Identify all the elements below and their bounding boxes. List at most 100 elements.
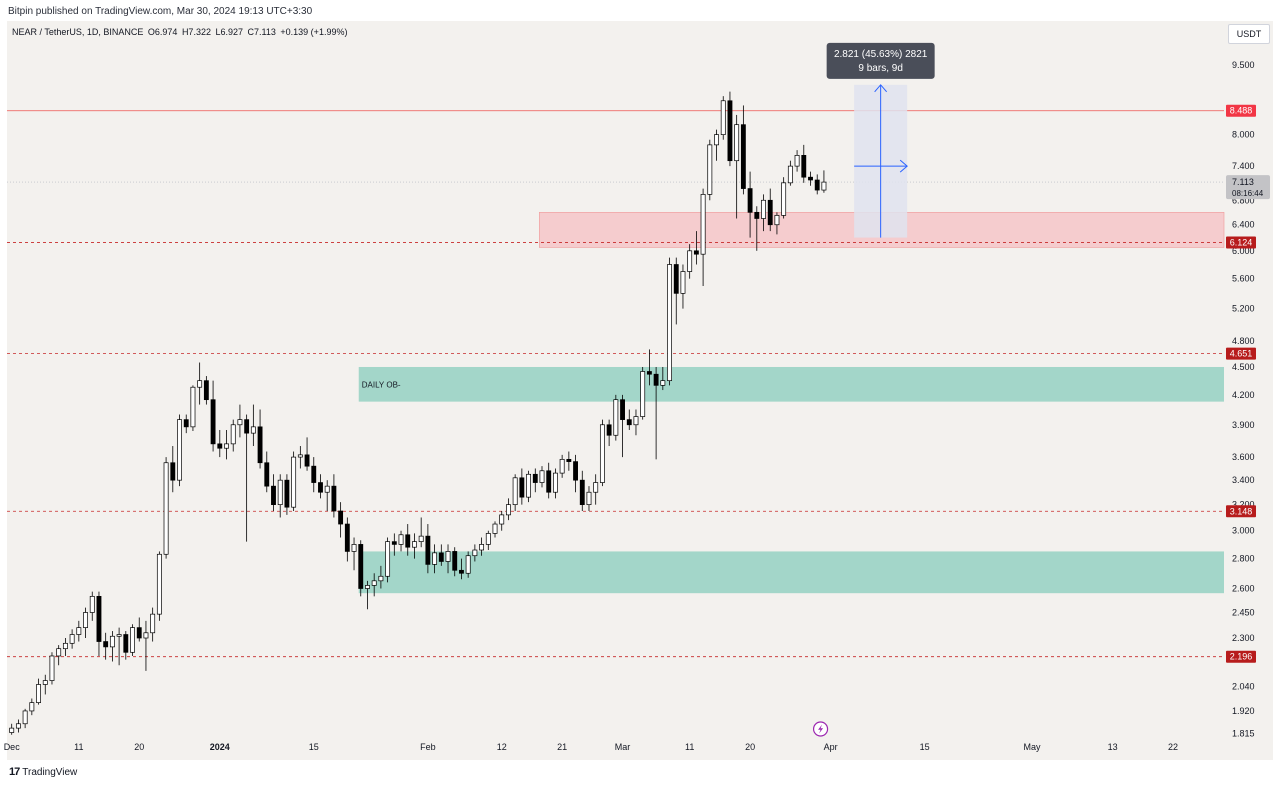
candle[interactable] [821, 170, 827, 193]
candle[interactable] [761, 194, 766, 232]
candle[interactable] [707, 139, 713, 201]
candle[interactable] [378, 565, 384, 589]
candle[interactable] [445, 544, 451, 574]
candle[interactable] [573, 454, 578, 493]
candle[interactable] [794, 150, 800, 172]
candle[interactable] [566, 451, 572, 471]
candle[interactable] [398, 530, 404, 552]
candle[interactable] [714, 129, 719, 161]
candle[interactable] [318, 474, 323, 499]
candle[interactable] [620, 394, 625, 458]
candle[interactable] [244, 414, 250, 542]
candle[interactable] [371, 573, 377, 597]
candle[interactable] [237, 404, 243, 438]
candle[interactable] [183, 414, 189, 434]
candle[interactable] [412, 533, 417, 559]
candle[interactable] [197, 362, 203, 405]
candle[interactable] [640, 366, 646, 420]
candle[interactable] [123, 631, 129, 660]
candle[interactable] [116, 627, 122, 666]
candle[interactable] [506, 498, 511, 521]
candle[interactable] [331, 474, 337, 518]
candle[interactable] [559, 454, 565, 478]
candle[interactable] [311, 457, 317, 493]
candle[interactable] [593, 474, 599, 505]
candle[interactable] [69, 629, 75, 649]
tradingview-footer[interactable]: 17 TradingView [9, 766, 77, 778]
candle[interactable] [9, 723, 15, 735]
candle[interactable] [653, 366, 659, 460]
candle[interactable] [385, 537, 391, 583]
candle[interactable] [425, 524, 431, 574]
candle[interactable] [136, 617, 142, 642]
candle[interactable] [177, 414, 182, 487]
candle[interactable] [250, 404, 256, 447]
currency-selector[interactable]: USDT [1228, 24, 1270, 44]
candle[interactable] [667, 257, 672, 386]
candle[interactable] [626, 409, 632, 430]
candle[interactable] [56, 645, 62, 666]
candle[interactable] [801, 144, 807, 183]
candle[interactable] [264, 451, 270, 493]
candle[interactable] [42, 674, 48, 695]
candle[interactable] [130, 624, 135, 656]
candle[interactable] [83, 607, 88, 639]
candle[interactable] [734, 114, 740, 219]
candle[interactable] [304, 437, 310, 471]
candle[interactable] [613, 394, 619, 441]
candle[interactable] [767, 188, 773, 232]
candle[interactable] [344, 517, 350, 562]
candle[interactable] [526, 470, 532, 503]
candle[interactable] [391, 533, 397, 556]
candle[interactable] [284, 474, 290, 515]
candle[interactable] [224, 429, 229, 460]
candle[interactable] [150, 607, 156, 642]
candle[interactable] [781, 177, 787, 219]
candle[interactable] [814, 174, 820, 195]
candle[interactable] [606, 419, 612, 447]
candle[interactable] [156, 551, 162, 621]
candle[interactable] [358, 540, 364, 597]
candle[interactable] [109, 631, 115, 662]
candle[interactable] [579, 470, 585, 512]
candle[interactable] [754, 206, 760, 251]
candle[interactable] [365, 580, 370, 610]
candle[interactable] [499, 511, 505, 531]
candle[interactable] [351, 537, 357, 571]
candle[interactable] [740, 105, 746, 195]
candle[interactable] [217, 429, 223, 458]
candle[interactable] [660, 366, 666, 391]
candle[interactable] [15, 719, 21, 733]
candle[interactable] [472, 544, 478, 562]
candle[interactable] [599, 419, 605, 487]
candle[interactable] [700, 188, 706, 286]
candle[interactable] [808, 171, 813, 186]
candle[interactable] [170, 446, 176, 493]
candle[interactable] [633, 409, 639, 436]
candle[interactable] [291, 451, 297, 512]
candle[interactable] [203, 376, 209, 405]
candle[interactable] [532, 468, 538, 493]
candle[interactable] [787, 160, 793, 186]
candle[interactable] [459, 558, 464, 580]
candle[interactable] [22, 708, 28, 729]
candle[interactable] [432, 544, 438, 574]
candle[interactable] [546, 462, 552, 499]
candle[interactable] [190, 385, 196, 432]
candle[interactable] [163, 457, 169, 559]
candle[interactable] [687, 244, 693, 279]
candle[interactable] [539, 466, 545, 488]
candle[interactable] [774, 212, 780, 235]
candle[interactable] [673, 257, 679, 325]
candle[interactable] [512, 474, 518, 512]
candle[interactable] [418, 517, 424, 548]
candle[interactable] [552, 468, 558, 499]
candle[interactable] [693, 231, 699, 265]
candle[interactable] [405, 524, 411, 556]
candle[interactable] [586, 486, 592, 512]
candle[interactable] [257, 409, 263, 469]
candle[interactable] [492, 521, 498, 538]
candle[interactable] [519, 468, 525, 505]
candle[interactable] [76, 620, 82, 642]
